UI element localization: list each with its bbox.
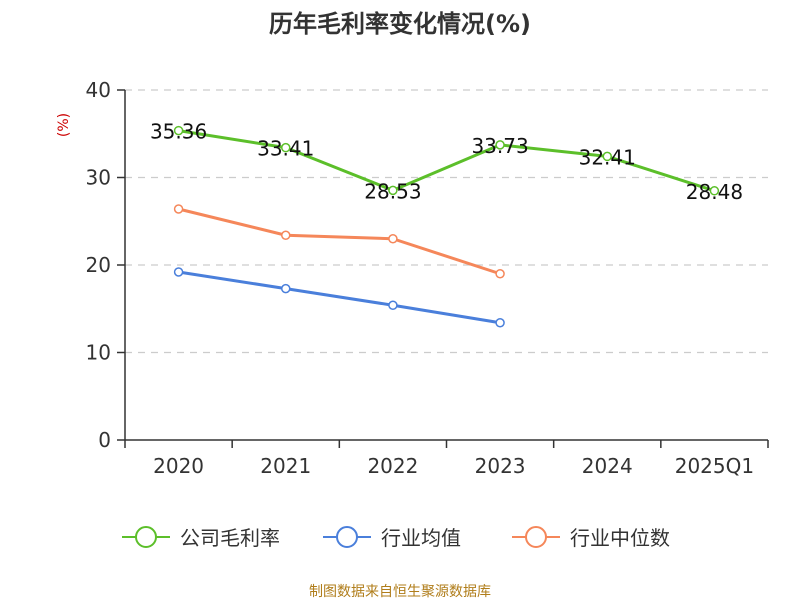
data-point	[173, 267, 184, 277]
data-point	[281, 283, 291, 294]
data-point	[388, 300, 398, 310]
x-tick-label: 2022	[367, 454, 418, 478]
data-point	[388, 234, 398, 244]
series-line	[178, 129, 715, 193]
legend-label: 行业均值	[381, 526, 461, 550]
legend-label: 行业中位数	[570, 526, 670, 550]
x-tick-label: 2025Q1	[675, 454, 754, 478]
data-label: 33.73	[471, 134, 528, 158]
axes: 0 10 20 30 40 2020 2021 2022 2023 2024 2025Q1	[86, 78, 769, 478]
data-label: 28.48	[686, 180, 743, 204]
legend-marker	[135, 526, 157, 548]
series	[173, 125, 720, 328]
data-point	[709, 186, 720, 196]
data-label: 33.41	[257, 137, 314, 161]
y-tick-label: 0	[98, 428, 111, 452]
data-point	[281, 230, 291, 240]
data-labels: 35.36 33.41 28.53 33.73 32.41 28.48	[150, 120, 743, 204]
y-axis-label: (%)	[56, 113, 72, 137]
grid	[125, 89, 768, 354]
y-tick-label: 40	[86, 78, 111, 102]
source-note: 制图数据来自恒生聚源数据库	[309, 584, 491, 600]
data-label: 32.41	[579, 145, 636, 169]
data-label: 35.36	[150, 120, 207, 144]
legend-marker	[525, 526, 547, 548]
x-tick-label: 2024	[582, 454, 633, 478]
data-point	[495, 318, 505, 328]
y-tick-label: 10	[86, 341, 111, 365]
y-tick-label: 30	[86, 166, 111, 190]
data-point	[495, 140, 505, 150]
x-tick-label: 2020	[153, 454, 204, 478]
x-tick-label: 2023	[475, 454, 526, 478]
x-tick-label: 2021	[260, 454, 311, 478]
legend-marker	[336, 526, 358, 548]
data-point	[495, 269, 505, 279]
data-point	[602, 151, 612, 162]
series-line	[178, 270, 501, 325]
series-line	[178, 207, 501, 276]
legend-label: 公司毛利率	[180, 526, 280, 550]
chart-title: 历年毛利率变化情况(%)	[269, 10, 531, 38]
data-point	[388, 185, 398, 196]
data-label: 28.53	[364, 179, 421, 203]
legend: 公司毛利率 行业均值 行业中位数	[122, 526, 670, 550]
y-tick-label: 20	[86, 253, 111, 277]
data-point	[281, 142, 291, 153]
data-point	[173, 125, 184, 136]
data-point	[173, 204, 184, 214]
